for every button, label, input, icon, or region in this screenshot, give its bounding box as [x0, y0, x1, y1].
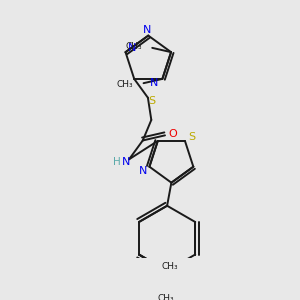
Text: CH₃: CH₃	[161, 262, 178, 271]
Text: CH₃: CH₃	[157, 294, 174, 300]
Text: N: N	[150, 78, 158, 88]
Text: N: N	[128, 43, 136, 53]
Text: S: S	[148, 96, 155, 106]
Text: S: S	[188, 133, 195, 142]
Text: O: O	[168, 130, 177, 140]
Text: N: N	[122, 157, 131, 167]
Text: CH₃: CH₃	[125, 42, 142, 51]
Text: CH₃: CH₃	[117, 80, 133, 89]
Text: N: N	[142, 25, 151, 34]
Text: H: H	[113, 157, 121, 167]
Text: N: N	[138, 166, 147, 176]
